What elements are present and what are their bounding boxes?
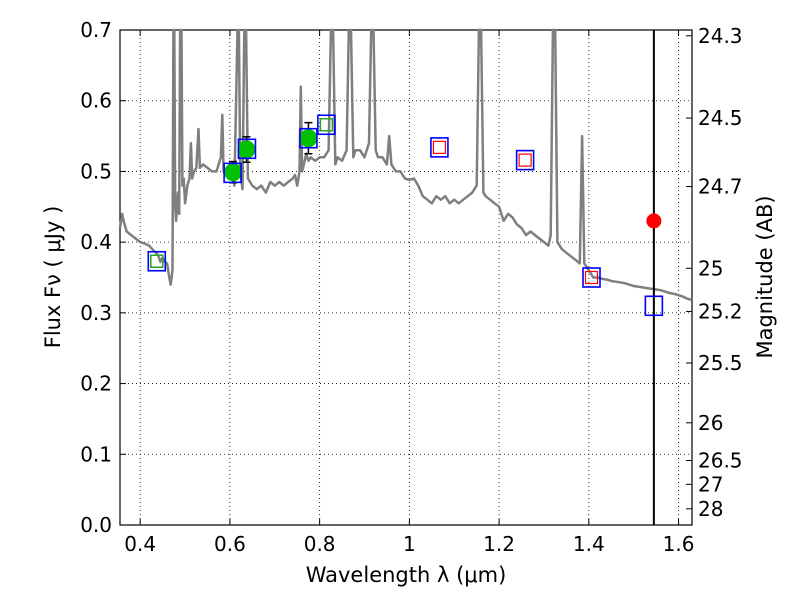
y-tick-label: 0.4 [80,230,112,254]
inner-red-box [432,140,447,154]
model-photometry-box [147,250,167,272]
model-photometry-box [430,137,449,158]
x-tick-label: 0.4 [124,532,156,556]
mag-tick-label: 25.2 [698,299,743,323]
axis-ticks: 0.4 0.6 0.8 1 1.2 1.4 1.6 0.0 0.1 0.2 0.3 0.4 0.5 0.6… [80,18,742,556]
model-photometry-box [299,127,318,149]
sed-model-line [118,28,693,302]
inner-red-box [518,153,532,167]
mag-tick-label: 24.5 [698,106,743,130]
x-tick-label: 0.8 [304,532,336,556]
observed-point [299,129,318,148]
y-tick-label: 0.7 [80,18,112,42]
y-tick-label: 0.6 [80,89,112,113]
y-tick-label: 0.5 [80,159,112,183]
mag-tick-label: 27 [698,472,723,496]
model-photometry-box [317,114,336,136]
y-tick-label: 0.1 [80,442,112,466]
red-point [646,213,662,229]
y-axis-label: Flux Fν ( μJy ) [41,206,65,349]
x-tick-label: 1 [403,532,416,556]
observed-point [237,140,256,159]
model-photometry-box [237,138,257,160]
y-tick-label: 0.0 [80,513,112,537]
x-tick-label: 1.2 [483,532,515,556]
model-photometry-box [582,267,601,288]
x-tick-label: 0.6 [214,532,246,556]
mag-tick-label: 28 [698,497,723,521]
model-photometry-box [644,295,664,317]
inner-red-box [584,270,599,285]
marker-layer [147,114,664,317]
mag-tick-label: 25 [698,256,723,280]
model-photometry-box [515,149,535,171]
mag-tick-label: 26 [698,411,723,435]
y-tick-label: 0.2 [80,372,112,396]
x-tick-label: 1.4 [573,532,605,556]
plot-frame [119,29,693,526]
inner-green-box [150,254,164,268]
y-axis-right-label: Magnitude (AB) [753,195,777,358]
grid [120,29,692,526]
model-photometry-box [223,162,242,184]
mag-tick-label: 26.5 [698,449,743,473]
x-axis-label: Wavelength λ (μm) [306,563,507,587]
observed-point [224,163,243,182]
mag-tick-label: 25.5 [698,351,743,375]
inner-green-box [319,118,334,132]
mag-tick-label: 24.7 [698,175,743,199]
y-tick-label: 0.3 [80,301,112,325]
model-layer [118,28,693,525]
x-tick-label: 1.6 [663,532,695,556]
mag-tick-label: 24.3 [698,24,743,48]
